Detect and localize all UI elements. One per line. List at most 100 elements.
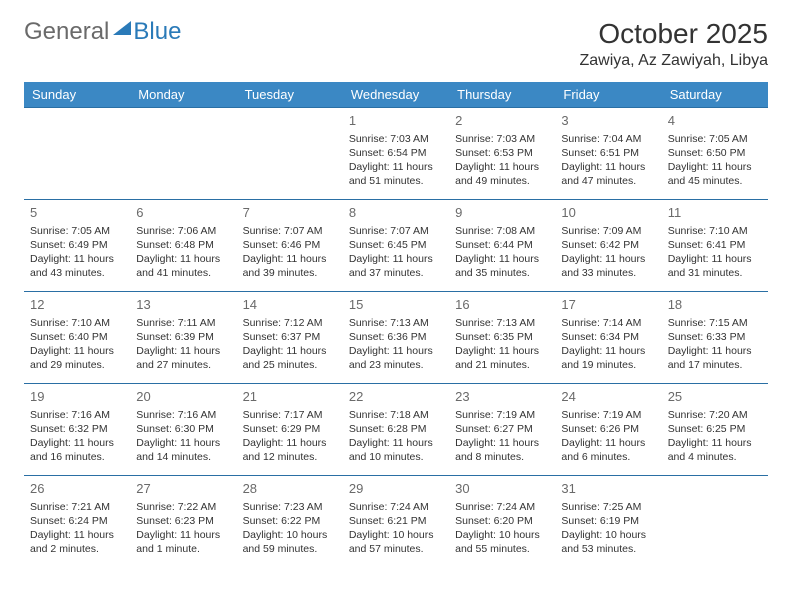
- day-number: 1: [349, 112, 443, 130]
- sunrise-line: Sunrise: 7:19 AM: [455, 408, 549, 422]
- sunrise-line: Sunrise: 7:08 AM: [455, 224, 549, 238]
- calendar-day: 22 Sunrise: 7:18 AMSunset: 6:28 PMDayligh…: [343, 384, 449, 476]
- sunrise-line: Sunrise: 7:14 AM: [561, 316, 655, 330]
- day-number: 25: [668, 388, 762, 406]
- calendar-day: 4Sunrise: 7:05 AMSunset: 6:50 PMDaylight…: [662, 108, 768, 200]
- sunset-line: Sunset: 6:44 PM: [455, 238, 549, 252]
- daylight-line: Daylight: 11 hours and 27 minutes.: [136, 344, 230, 372]
- sunrise-line: Sunrise: 7:03 AM: [455, 132, 549, 146]
- day-number: 11: [668, 204, 762, 222]
- calendar-day: 23Sunrise: 7:19 AMSunset: 6:27 PMDayligh…: [449, 384, 555, 476]
- sunrise-line: Sunrise: 7:25 AM: [561, 500, 655, 514]
- day-number: 29: [349, 480, 443, 498]
- day-number: 28: [243, 480, 337, 498]
- sunset-line: Sunset: 6:42 PM: [561, 238, 655, 252]
- calendar-day: 24Sunrise: 7:19 AMSunset: 6:26 PMDayligh…: [555, 384, 661, 476]
- sunset-line: Sunset: 6:49 PM: [30, 238, 124, 252]
- sunrise-line: Sunrise: 7:16 AM: [30, 408, 124, 422]
- sunset-line: Sunset: 6:22 PM: [243, 514, 337, 528]
- dow-header: Friday: [555, 82, 661, 108]
- sunset-line: Sunset: 6:40 PM: [30, 330, 124, 344]
- day-number: 3: [561, 112, 655, 130]
- logo-text-blue: Blue: [133, 18, 181, 46]
- daylight-line: Daylight: 11 hours and 21 minutes.: [455, 344, 549, 372]
- sunset-line: Sunset: 6:41 PM: [668, 238, 762, 252]
- sunrise-line: Sunrise: 7:23 AM: [243, 500, 337, 514]
- title-block: October 2025 Zawiya, Az Zawiyah, Libya: [579, 18, 768, 70]
- calendar-head: SundayMondayTuesdayWednesdayThursdayFrid…: [24, 82, 768, 108]
- calendar-day: 10Sunrise: 7:09 AMSunset: 6:42 PMDayligh…: [555, 200, 661, 292]
- sunrise-line: Sunrise: 7:20 AM: [668, 408, 762, 422]
- daylight-line: Daylight: 11 hours and 4 minutes.: [668, 436, 762, 464]
- sunset-line: Sunset: 6:21 PM: [349, 514, 443, 528]
- dow-header: Sunday: [24, 82, 130, 108]
- sunrise-line: Sunrise: 7:04 AM: [561, 132, 655, 146]
- day-number: 24: [561, 388, 655, 406]
- day-number: 19: [30, 388, 124, 406]
- calendar-day: 15Sunrise: 7:13 AMSunset: 6:36 PMDayligh…: [343, 292, 449, 384]
- daylight-line: Daylight: 10 hours and 53 minutes.: [561, 528, 655, 556]
- day-number: 22: [349, 388, 443, 406]
- daylight-line: Daylight: 10 hours and 57 minutes.: [349, 528, 443, 556]
- daylight-line: Daylight: 11 hours and 51 minutes.: [349, 160, 443, 188]
- calendar-day: 6Sunrise: 7:06 AMSunset: 6:48 PMDaylight…: [130, 200, 236, 292]
- calendar-day: 12 Sunrise: 7:10 AMSunset: 6:40 PMDayligh…: [24, 292, 130, 384]
- sunrise-line: Sunrise: 7:10 AM: [668, 224, 762, 238]
- calendar-day: 11 Sunrise: 7:10 AMSunset: 6:41 PMDayligh…: [662, 200, 768, 292]
- daylight-line: Daylight: 11 hours and 17 minutes.: [668, 344, 762, 372]
- dow-header: Thursday: [449, 82, 555, 108]
- calendar-day-empty: [24, 108, 130, 200]
- sunrise-line: Sunrise: 7:24 AM: [455, 500, 549, 514]
- location: Zawiya, Az Zawiyah, Libya: [579, 52, 768, 70]
- daylight-line: Daylight: 11 hours and 10 minutes.: [349, 436, 443, 464]
- sunset-line: Sunset: 6:54 PM: [349, 146, 443, 160]
- daylight-line: Daylight: 10 hours and 59 minutes.: [243, 528, 337, 556]
- calendar-day: 21Sunrise: 7:17 AMSunset: 6:29 PMDayligh…: [237, 384, 343, 476]
- daylight-line: Daylight: 11 hours and 37 minutes.: [349, 252, 443, 280]
- day-number: 21: [243, 388, 337, 406]
- day-number: 8: [349, 204, 443, 222]
- day-number: 23: [455, 388, 549, 406]
- sunrise-line: Sunrise: 7:10 AM: [30, 316, 124, 330]
- daylight-line: Daylight: 11 hours and 49 minutes.: [455, 160, 549, 188]
- sunrise-line: Sunrise: 7:07 AM: [243, 224, 337, 238]
- sunset-line: Sunset: 6:39 PM: [136, 330, 230, 344]
- day-number: 18: [668, 296, 762, 314]
- sunrise-line: Sunrise: 7:18 AM: [349, 408, 443, 422]
- sunrise-line: Sunrise: 7:13 AM: [455, 316, 549, 330]
- daylight-line: Daylight: 11 hours and 16 minutes.: [30, 436, 124, 464]
- sunset-line: Sunset: 6:33 PM: [668, 330, 762, 344]
- daylight-line: Daylight: 11 hours and 1 minute.: [136, 528, 230, 556]
- calendar-day: 13Sunrise: 7:11 AMSunset: 6:39 PMDayligh…: [130, 292, 236, 384]
- daylight-line: Daylight: 11 hours and 23 minutes.: [349, 344, 443, 372]
- daylight-line: Daylight: 11 hours and 47 minutes.: [561, 160, 655, 188]
- calendar-day: 3Sunrise: 7:04 AMSunset: 6:51 PMDaylight…: [555, 108, 661, 200]
- sunrise-line: Sunrise: 7:05 AM: [30, 224, 124, 238]
- sunrise-line: Sunrise: 7:17 AM: [243, 408, 337, 422]
- day-number: 14: [243, 296, 337, 314]
- sunset-line: Sunset: 6:36 PM: [349, 330, 443, 344]
- day-number: 9: [455, 204, 549, 222]
- header: General Blue October 2025 Zawiya, Az Zaw…: [24, 18, 768, 70]
- sunset-line: Sunset: 6:45 PM: [349, 238, 443, 252]
- daylight-line: Daylight: 11 hours and 6 minutes.: [561, 436, 655, 464]
- sunset-line: Sunset: 6:35 PM: [455, 330, 549, 344]
- daylight-line: Daylight: 11 hours and 29 minutes.: [30, 344, 124, 372]
- sunrise-line: Sunrise: 7:03 AM: [349, 132, 443, 146]
- calendar-day: 14Sunrise: 7:12 AMSunset: 6:37 PMDayligh…: [237, 292, 343, 384]
- calendar-day: 17Sunrise: 7:14 AMSunset: 6:34 PMDayligh…: [555, 292, 661, 384]
- sunrise-line: Sunrise: 7:12 AM: [243, 316, 337, 330]
- calendar-day: 8 Sunrise: 7:07 AMSunset: 6:45 PMDaylight…: [343, 200, 449, 292]
- calendar-week: 26Sunrise: 7:21 AMSunset: 6:24 PMDayligh…: [24, 476, 768, 568]
- day-number: 2: [455, 112, 549, 130]
- day-number: 12: [30, 296, 124, 314]
- calendar-day: 26Sunrise: 7:21 AMSunset: 6:24 PMDayligh…: [24, 476, 130, 568]
- sunrise-line: Sunrise: 7:07 AM: [349, 224, 443, 238]
- sunset-line: Sunset: 6:19 PM: [561, 514, 655, 528]
- sunset-line: Sunset: 6:28 PM: [349, 422, 443, 436]
- calendar-day: 20Sunrise: 7:16 AMSunset: 6:30 PMDayligh…: [130, 384, 236, 476]
- day-number: 7: [243, 204, 337, 222]
- daylight-line: Daylight: 11 hours and 31 minutes.: [668, 252, 762, 280]
- dow-header: Tuesday: [237, 82, 343, 108]
- calendar-day: 18Sunrise: 7:15 AMSunset: 6:33 PMDayligh…: [662, 292, 768, 384]
